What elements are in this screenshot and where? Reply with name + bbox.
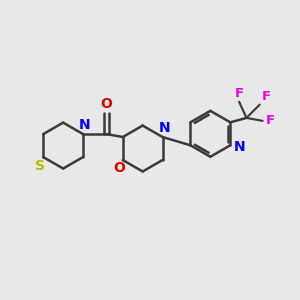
Text: S: S: [35, 159, 45, 173]
Text: F: F: [266, 114, 275, 127]
Text: N: N: [79, 118, 90, 132]
Text: N: N: [234, 140, 245, 154]
Text: O: O: [100, 97, 112, 110]
Text: N: N: [159, 121, 171, 135]
Text: O: O: [113, 161, 125, 176]
Text: F: F: [262, 91, 271, 103]
Text: F: F: [235, 87, 244, 100]
